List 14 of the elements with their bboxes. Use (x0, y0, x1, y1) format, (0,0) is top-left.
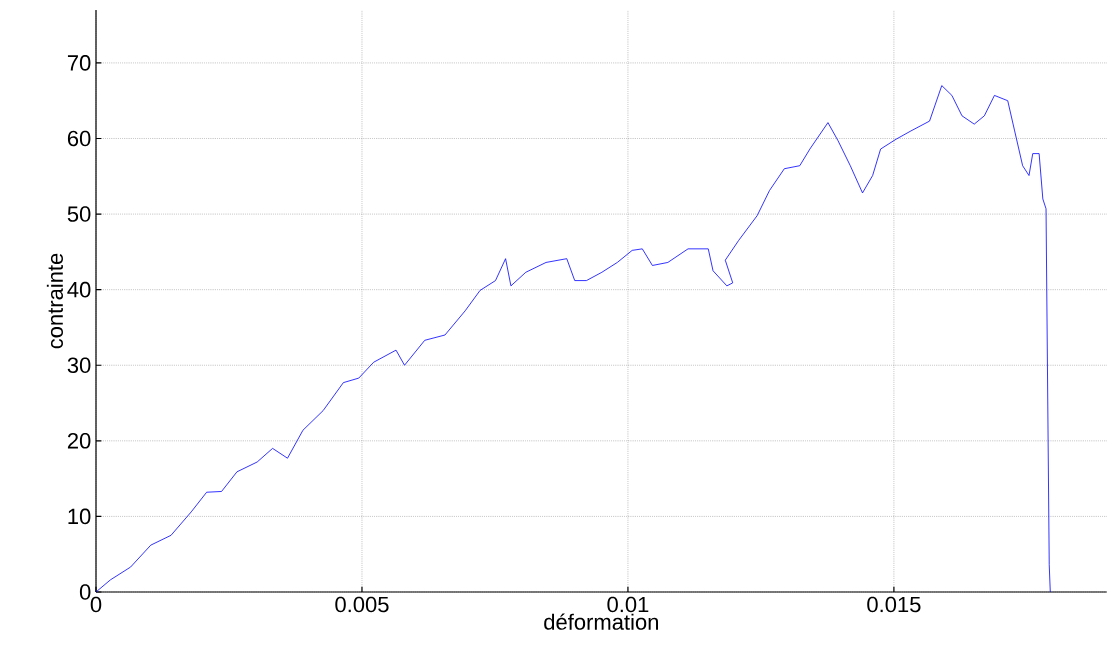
y-tick-label: 70 (67, 55, 91, 71)
y-axis-title: contrainte (46, 253, 63, 349)
y-tick-label: 30 (67, 357, 91, 374)
y-tick-label: 10 (68, 508, 91, 525)
y-tick-label: 60 (67, 130, 91, 147)
x-tick-label: 0.01 (607, 596, 649, 613)
y-tick-label: 20 (67, 433, 91, 449)
y-tick-label: 40 (67, 281, 91, 298)
x-axis-title: déformation (544, 613, 658, 630)
x-tick-label: 0.015 (867, 596, 921, 613)
y-tick-label: 0 (79, 584, 91, 600)
x-tick-label: 0 (90, 596, 102, 613)
x-tick-label: 0.005 (335, 596, 389, 613)
y-tick-label: 50 (67, 206, 91, 222)
